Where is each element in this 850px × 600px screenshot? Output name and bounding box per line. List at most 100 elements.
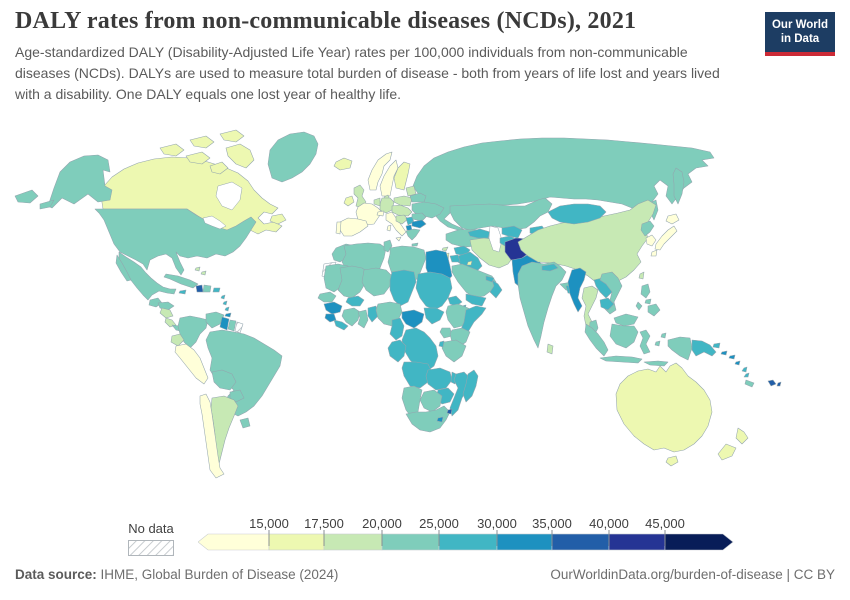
legend-color-bar[interactable]: 15,000 17,500 20,000 25,000 30,000 35,000 40,0… xyxy=(198,514,738,556)
country-cambodia[interactable] xyxy=(599,297,615,311)
country-vanuatu[interactable] xyxy=(741,366,750,378)
country-mongolia[interactable] xyxy=(547,203,607,225)
country-sudan[interactable] xyxy=(415,271,453,311)
country-congo-gabon[interactable] xyxy=(387,339,407,363)
country-cyprus[interactable] xyxy=(441,246,449,252)
country-india[interactable] xyxy=(517,261,567,349)
country-haiti[interactable] xyxy=(195,284,204,293)
country-new-caledonia[interactable] xyxy=(744,379,755,388)
country-ecuador[interactable] xyxy=(170,333,185,347)
country-liberia[interactable] xyxy=(333,319,349,331)
country-belarus[interactable] xyxy=(409,192,427,203)
country-taiwan[interactable] xyxy=(638,271,645,280)
country-bolivia[interactable] xyxy=(211,369,237,391)
country-eritrea[interactable] xyxy=(447,295,463,307)
legend-bin-3[interactable] xyxy=(381,533,440,551)
country-venezuela[interactable] xyxy=(205,311,225,329)
country-indonesia-papua[interactable] xyxy=(667,336,693,361)
country-fiji[interactable] xyxy=(767,379,782,387)
country-guinea[interactable] xyxy=(323,301,343,315)
country-indonesia-sumatra[interactable] xyxy=(584,323,609,357)
country-greenland[interactable] xyxy=(267,131,319,183)
country-puerto-rico[interactable] xyxy=(212,287,221,293)
legend-bin-1[interactable] xyxy=(268,533,325,551)
country-south-sudan[interactable] xyxy=(423,307,445,325)
country-vietnam[interactable] xyxy=(599,271,623,315)
country-australia[interactable] xyxy=(615,362,713,453)
country-benelux[interactable] xyxy=(373,197,381,207)
country-switzerland[interactable] xyxy=(376,210,385,217)
legend-bin-2[interactable] xyxy=(323,533,383,551)
country-canada-arctic-4[interactable] xyxy=(185,151,211,165)
country-philippines-mindanao[interactable] xyxy=(647,303,661,317)
owid-logo[interactable]: Our World in Data xyxy=(765,12,835,56)
country-guyana[interactable] xyxy=(219,316,230,331)
country-uruguay[interactable] xyxy=(239,417,251,429)
country-yemen[interactable] xyxy=(465,293,487,307)
country-dominican-republic[interactable] xyxy=(202,284,212,293)
country-sri-lanka[interactable] xyxy=(546,343,554,355)
country-kuwait[interactable] xyxy=(466,260,473,266)
legend-bin-4[interactable] xyxy=(438,533,498,551)
country-senegal[interactable] xyxy=(317,291,337,303)
country-japan-kyushu[interactable] xyxy=(650,249,658,257)
country-tasmania[interactable] xyxy=(665,455,679,467)
country-finland[interactable] xyxy=(393,161,411,191)
country-usa[interactable] xyxy=(94,208,257,276)
country-greece[interactable] xyxy=(405,228,421,247)
country-madagascar[interactable] xyxy=(462,369,479,403)
legend-no-data-swatch[interactable] xyxy=(128,540,174,556)
country-brazil[interactable] xyxy=(205,329,283,417)
country-sierra-leone[interactable] xyxy=(324,313,337,323)
country-russia-chukotka[interactable] xyxy=(14,189,39,204)
country-suriname[interactable] xyxy=(227,319,237,332)
country-south-korea[interactable] xyxy=(645,234,657,247)
country-philippines-visayas[interactable] xyxy=(635,298,652,311)
country-central-europe[interactable] xyxy=(391,204,413,217)
legend-bin-5[interactable] xyxy=(496,533,553,551)
owid-link[interactable]: OurWorldinData.org/burden-of-disease | C… xyxy=(550,567,835,582)
country-french-guiana[interactable] xyxy=(234,321,244,334)
country-solomon-islands[interactable] xyxy=(720,350,741,366)
country-cameroon[interactable] xyxy=(389,317,405,341)
legend-bin-6[interactable] xyxy=(551,533,610,551)
country-mexico[interactable] xyxy=(118,251,177,301)
country-papua-new-guinea[interactable] xyxy=(691,339,721,357)
country-chile[interactable] xyxy=(199,393,225,479)
country-canada-newfoundland[interactable] xyxy=(269,213,287,225)
country-togo-benin[interactable] xyxy=(367,305,379,323)
country-indonesia-java[interactable] xyxy=(599,355,643,364)
country-kazakhstan[interactable] xyxy=(449,197,553,231)
country-indonesia-sulawesi[interactable] xyxy=(639,329,651,355)
country-usa-aleutians[interactable] xyxy=(39,199,55,210)
country-canada-arctic-2[interactable] xyxy=(189,135,215,149)
legend-no-data[interactable]: No data xyxy=(128,521,174,556)
country-sweden[interactable] xyxy=(379,159,399,197)
country-iceland[interactable] xyxy=(333,157,353,171)
country-canada-baffin[interactable] xyxy=(225,143,255,169)
country-myanmar[interactable] xyxy=(567,267,587,313)
country-japan-hokkaido[interactable] xyxy=(665,213,680,225)
country-russia-kamchatka[interactable] xyxy=(672,167,685,205)
country-botswana[interactable] xyxy=(419,389,443,413)
country-paraguay[interactable] xyxy=(229,389,245,403)
country-oman[interactable] xyxy=(489,279,503,299)
country-eswatini[interactable] xyxy=(446,408,453,415)
legend-bin-0[interactable] xyxy=(198,533,270,551)
country-bahamas[interactable] xyxy=(194,266,207,276)
country-new-zealand-north[interactable] xyxy=(735,427,749,445)
country-jordan[interactable] xyxy=(449,254,461,263)
country-ghana[interactable] xyxy=(357,309,369,329)
country-italy[interactable] xyxy=(385,211,407,242)
country-malaysia-borneo[interactable] xyxy=(613,313,639,327)
country-uganda[interactable] xyxy=(439,327,453,339)
legend-bin-8[interactable] xyxy=(664,533,734,551)
country-north-korea[interactable] xyxy=(640,220,655,237)
country-indonesia-lesser-sunda[interactable] xyxy=(643,360,669,367)
country-trinidad[interactable] xyxy=(224,312,232,318)
legend-bin-7[interactable] xyxy=(608,533,666,551)
country-canada-arctic-1[interactable] xyxy=(159,143,185,157)
country-canada-victoria[interactable] xyxy=(209,161,229,175)
country-niger[interactable] xyxy=(361,267,393,297)
country-cuba[interactable] xyxy=(163,273,199,289)
